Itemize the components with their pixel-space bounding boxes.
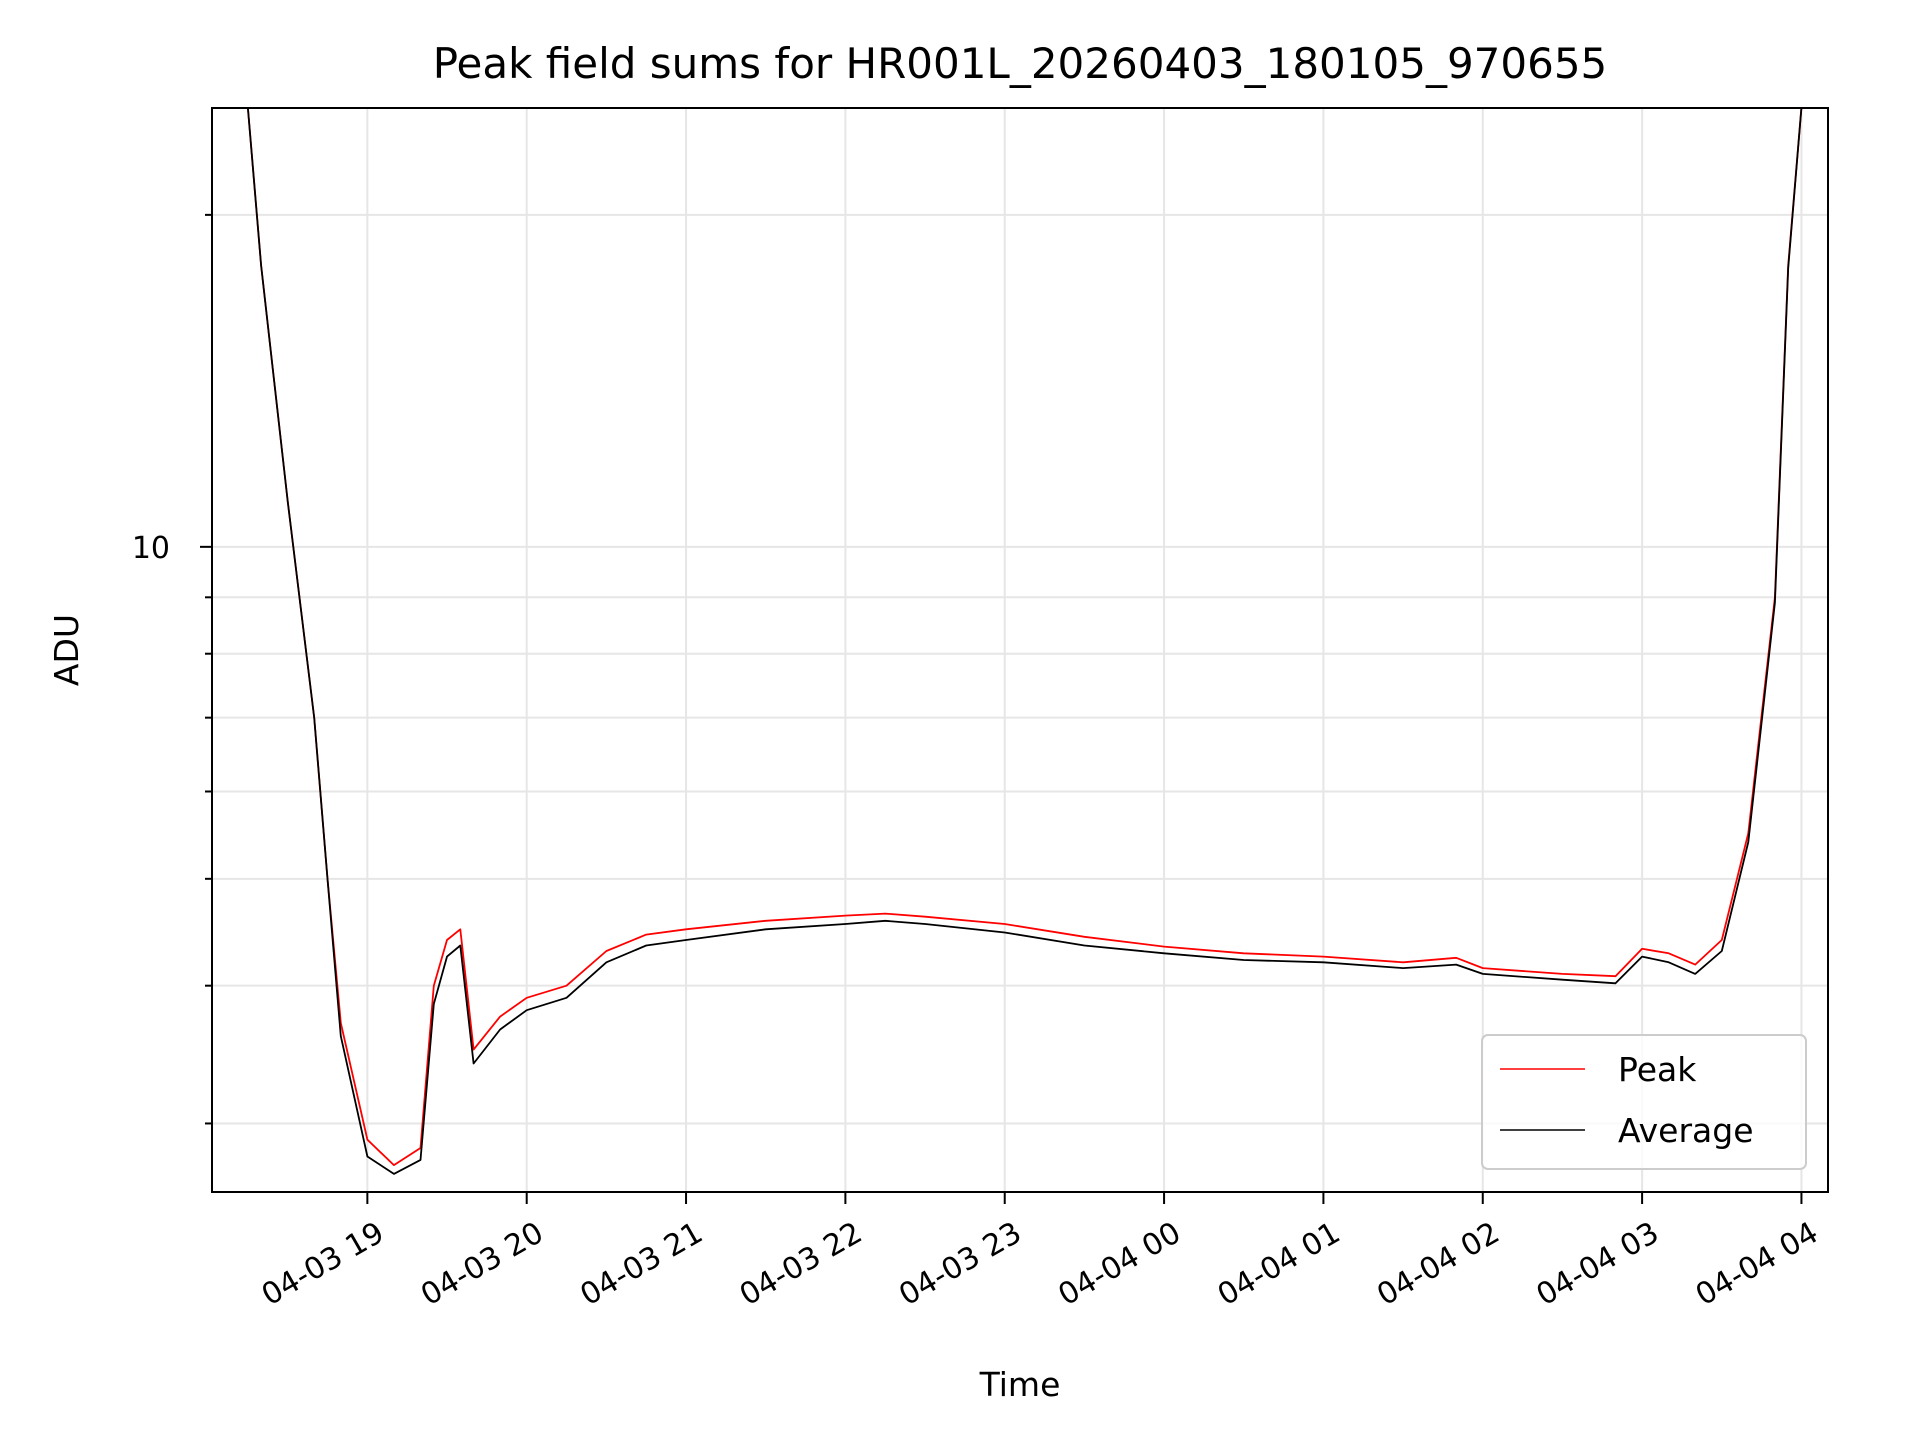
y-tick-label: 10 [132,531,170,566]
legend-label-peak: Peak [1618,1050,1697,1089]
legend: Peak Average [1481,1034,1807,1170]
y-axis-label: ADU [47,614,86,686]
x-tick-label: 04-03 21 [575,1215,709,1313]
series-line-peak [247,108,1803,1166]
x-tick-label: 04-03 22 [734,1215,868,1313]
chart-title: Peak field sums for HR001L_20260403_1801… [433,39,1608,88]
legend-label-average: Average [1618,1111,1754,1150]
plot-frame [211,107,1829,1193]
x-tick-label: 04-04 04 [1690,1215,1824,1313]
x-tick-label: 04-04 01 [1212,1215,1346,1313]
x-tick-label: 04-03 20 [415,1215,549,1313]
series-lines [247,108,1803,1175]
series-line-average [247,108,1803,1175]
x-tick-label: 04-03 19 [256,1215,390,1313]
x-tick-label: 04-04 03 [1531,1215,1665,1313]
x-tick-label: 04-03 23 [893,1215,1027,1313]
x-tick-label: 04-04 00 [1053,1215,1187,1313]
x-axis-label: Time [979,1365,1061,1404]
x-tick-label: 04-04 02 [1371,1215,1505,1313]
grid [212,108,1828,1192]
